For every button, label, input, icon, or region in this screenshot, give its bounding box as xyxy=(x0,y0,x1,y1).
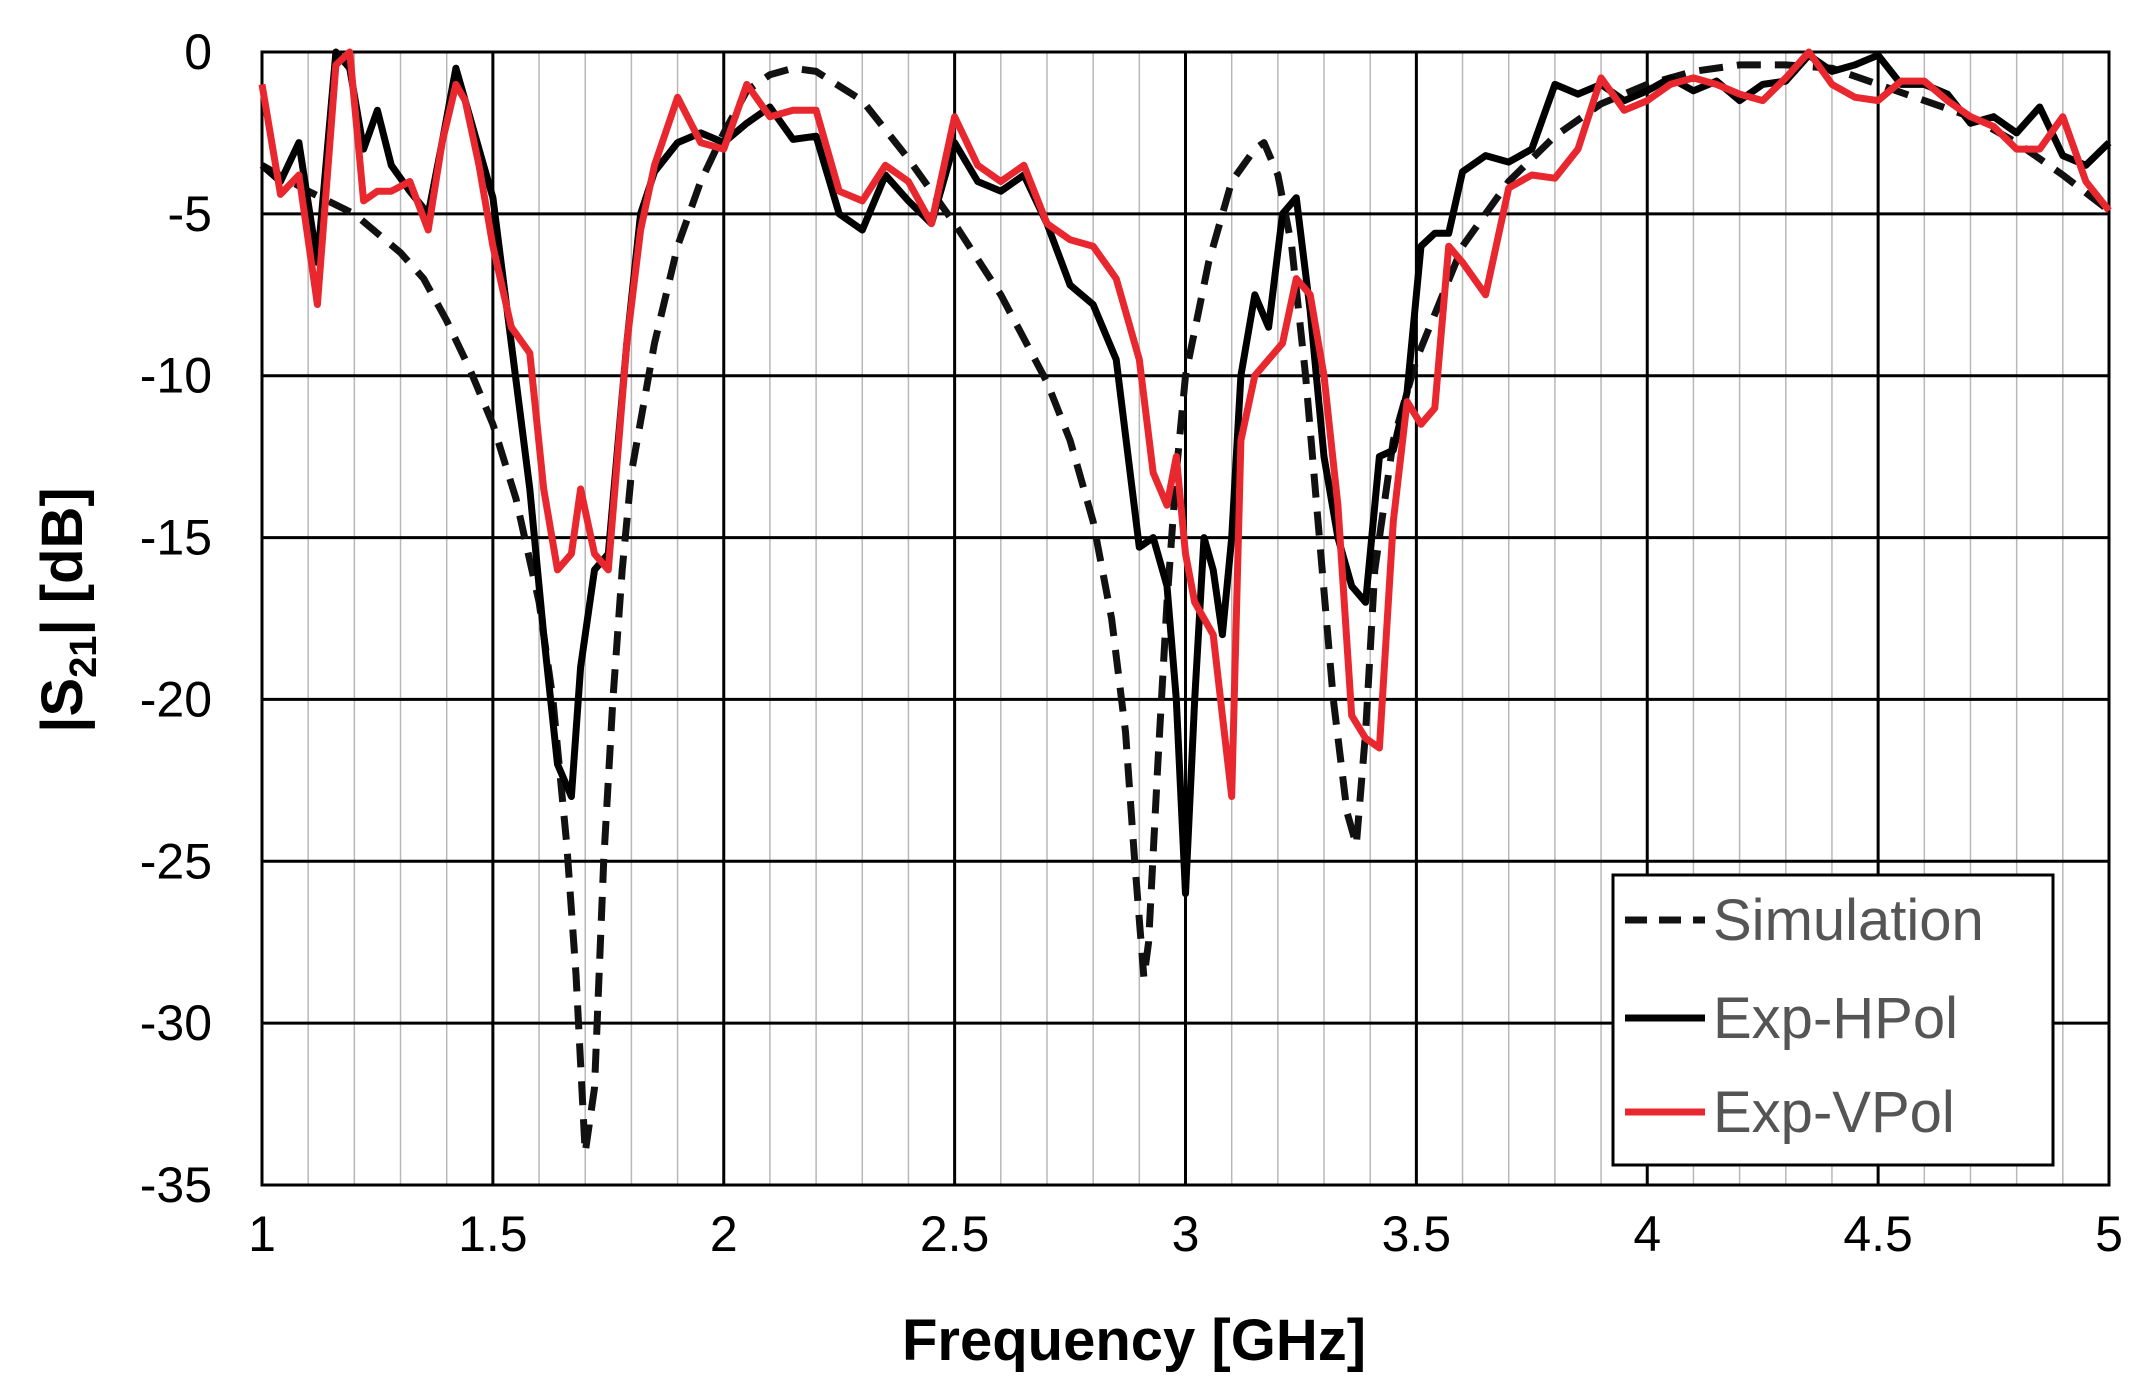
y-tick-label: -15 xyxy=(140,510,212,566)
x-tick-label: 2 xyxy=(710,1206,738,1262)
x-tick-label: 3.5 xyxy=(1382,1206,1452,1262)
legend: Simulation Exp-HPol Exp-VPol xyxy=(1611,873,2055,1167)
x-tick-label: 4.5 xyxy=(1843,1206,1913,1262)
series-lines xyxy=(258,48,2112,1157)
legend-label-exp-vpol: Exp-VPol xyxy=(1713,1080,1955,1145)
y-tick-label: -10 xyxy=(140,348,212,404)
y-tick-label: -20 xyxy=(140,671,212,727)
x-tick-label: 1.5 xyxy=(458,1206,528,1262)
y-axis-title-main: |S xyxy=(30,678,95,733)
y-tick-label: -5 xyxy=(168,186,212,242)
y-axis-title-subscript: 21 xyxy=(63,636,105,678)
x-axis-title: Frequency [GHz] xyxy=(902,1308,1366,1373)
x-tick-label: 5 xyxy=(2095,1206,2123,1262)
y-tick-label: 0 xyxy=(184,24,212,80)
x-tick-label: 2.5 xyxy=(920,1206,990,1262)
y-tick-label: -25 xyxy=(140,833,212,889)
x-tick-label: 3 xyxy=(1172,1206,1200,1262)
y-tick-labels: 0 -5 -10 -15 -20 -25 -30 -35 xyxy=(140,24,212,1213)
y-tick-label: -35 xyxy=(140,1157,212,1213)
y-axis-title-rest: | [dB] xyxy=(30,487,95,635)
legend-label-simulation: Simulation xyxy=(1713,888,1984,953)
plot-area-frame xyxy=(260,50,2111,1187)
y-axis-title: |S21| [dB] xyxy=(30,487,105,733)
x-tick-label: 4 xyxy=(1633,1206,1661,1262)
y-tick-label: -30 xyxy=(140,995,212,1051)
series-line-simulation xyxy=(260,61,2112,1157)
series-line-exp-vpol xyxy=(258,48,2112,800)
legend-label-exp-hpol: Exp-HPol xyxy=(1713,986,1958,1051)
x-tick-label: 1 xyxy=(248,1206,276,1262)
x-tick-labels: 1 1.5 2 2.5 3 3.5 4 4.5 5 xyxy=(248,1206,2123,1262)
